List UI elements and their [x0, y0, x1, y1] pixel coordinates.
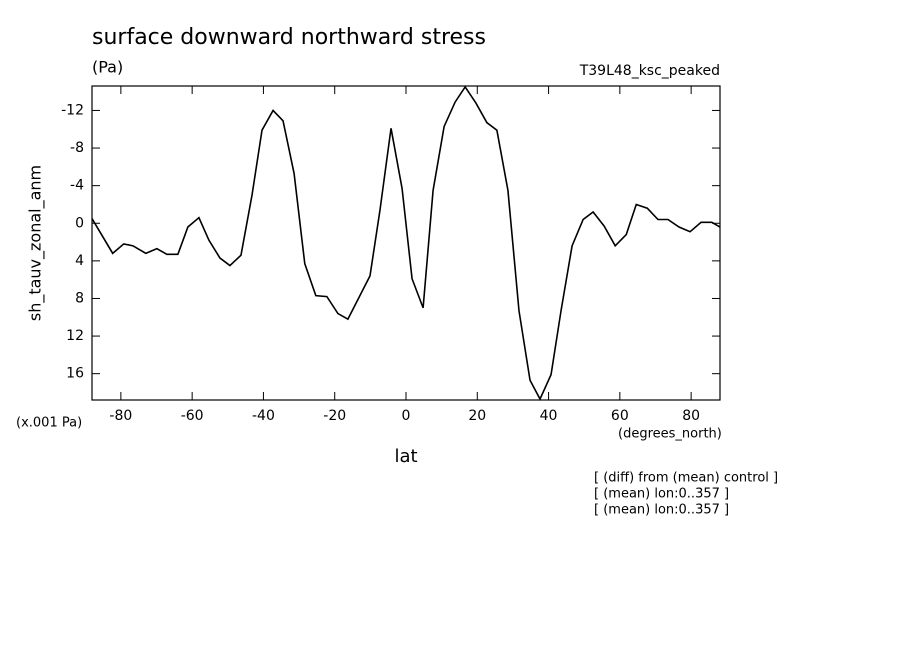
x-tick-label: 40 [540, 408, 558, 424]
plot-frame [91, 85, 721, 401]
chart-title: surface downward northward stress [92, 25, 486, 50]
x-tick-label: 80 [682, 408, 700, 424]
y-tick-label: 12 [66, 328, 84, 344]
run-label: T39L48_ksc_peaked [579, 63, 720, 79]
note: [ (mean) lon:0..357 ] [594, 487, 729, 502]
x-tick-label: -20 [323, 408, 346, 424]
x-tick-label: -60 [181, 408, 204, 424]
y-tick-label: -12 [61, 102, 84, 118]
y-tick-label: 0 [75, 215, 84, 231]
y-tick-label: 16 [66, 366, 84, 382]
x-tick-label: 0 [402, 408, 411, 424]
note: [ (mean) lon:0..357 ] [594, 503, 729, 518]
y-tick-label: 8 [75, 290, 84, 306]
data-line [91, 85, 721, 401]
y-tick-label: 4 [75, 253, 84, 269]
y-unit: (x.001 Pa) [16, 416, 82, 431]
y-tick-label: -8 [70, 140, 84, 156]
y-axis-label: sh_tauv_zonal_anm [26, 165, 46, 321]
y-tick-label: -4 [70, 178, 84, 194]
note: [ (diff) from (mean) control ] [594, 471, 778, 486]
x-tick-label: 60 [611, 408, 629, 424]
x-unit: (degrees_north) [618, 427, 722, 442]
x-tick-label: -80 [109, 408, 132, 424]
x-tick-label: -40 [252, 408, 275, 424]
x-axis-label: lat [394, 446, 417, 467]
x-tick-label: 20 [468, 408, 486, 424]
subtitle: (Pa) [92, 58, 123, 77]
